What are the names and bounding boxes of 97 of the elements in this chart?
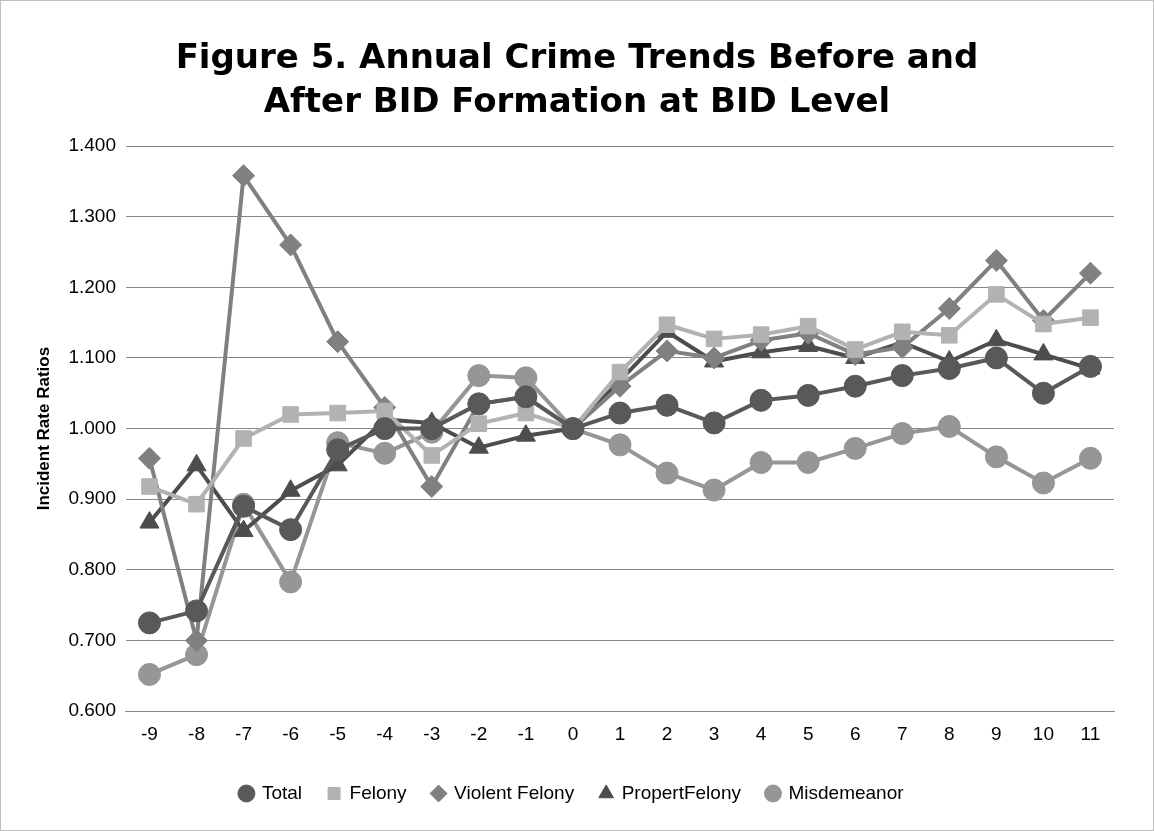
point	[655, 461, 679, 485]
x-tick-label: -8	[188, 722, 205, 744]
point	[752, 326, 770, 343]
point	[373, 417, 397, 441]
x-tick-label: 8	[944, 722, 955, 744]
point	[984, 445, 1008, 469]
point	[235, 430, 252, 447]
point	[232, 164, 256, 188]
x-tick-label: -9	[141, 722, 158, 744]
y-tick-label: 1.300	[68, 204, 116, 226]
point	[984, 248, 1008, 272]
point	[655, 339, 679, 363]
y-axis-title: Incident Rate Ratios	[33, 346, 53, 511]
y-tick-label: 0.900	[68, 487, 116, 509]
point	[1031, 381, 1055, 405]
y-tick-label: 0.600	[68, 699, 116, 721]
x-tick-label: 4	[755, 722, 767, 744]
point	[984, 346, 1008, 370]
x-tick-label: -5	[329, 722, 347, 744]
point	[843, 436, 867, 460]
point	[326, 330, 350, 354]
point	[799, 317, 817, 335]
point	[329, 404, 346, 422]
point	[137, 446, 161, 470]
x-tick-label: 11	[1080, 722, 1101, 744]
point	[1078, 446, 1102, 470]
point	[796, 451, 820, 475]
point	[937, 357, 961, 381]
point	[185, 629, 209, 653]
point	[423, 447, 441, 464]
legend-label: Misdemeanor	[788, 781, 905, 803]
point	[1082, 309, 1099, 326]
point	[846, 341, 864, 358]
x-tick-label: 0	[567, 722, 579, 744]
x-tick-label: 2	[661, 722, 673, 744]
x-tick-label: -7	[235, 722, 253, 744]
legend-label: Felony	[349, 781, 408, 803]
x-tick-label: -4	[376, 722, 394, 744]
point	[279, 233, 303, 257]
y-tick-label: 1.400	[68, 134, 116, 156]
point	[467, 364, 491, 388]
point	[326, 438, 350, 462]
x-tick-label: 3	[708, 722, 720, 744]
point	[937, 297, 961, 320]
y-tick-label: 1.200	[68, 275, 116, 297]
y-tick-label: 1.000	[68, 416, 116, 438]
point	[937, 414, 961, 438]
point	[796, 383, 820, 407]
x-tick-label: 5	[802, 722, 814, 744]
y-tick-label: 1.100	[68, 346, 116, 368]
point	[890, 364, 914, 388]
point	[988, 286, 1005, 303]
legend-label: Total	[261, 781, 303, 803]
point	[141, 478, 158, 495]
point	[185, 599, 209, 623]
point	[705, 330, 723, 348]
x-tick-label: 9	[991, 722, 1002, 744]
point	[376, 402, 393, 420]
point	[279, 570, 303, 594]
point	[1078, 261, 1102, 285]
point	[658, 316, 676, 334]
point	[282, 406, 299, 423]
chart-title: Figure 5. Annual Crime Trends Before and After BID Formation at BID Level	[174, 35, 980, 122]
point	[702, 411, 726, 435]
point	[137, 611, 161, 635]
point	[702, 478, 726, 502]
x-tick-label: -2	[470, 722, 488, 744]
point	[655, 393, 679, 417]
point	[608, 401, 632, 425]
point	[843, 374, 867, 398]
x-tick-label: 1	[614, 722, 626, 744]
x-tick-label: 10	[1032, 722, 1054, 744]
point	[749, 388, 773, 412]
point	[611, 363, 629, 381]
x-tick-label: -1	[517, 722, 535, 744]
point	[514, 366, 538, 390]
point	[890, 422, 914, 446]
x-tick-label: -3	[423, 722, 441, 744]
point	[137, 662, 161, 686]
x-tick-label: 7	[896, 722, 908, 744]
point	[188, 495, 205, 513]
point	[1031, 471, 1055, 495]
point	[470, 415, 488, 432]
point	[749, 451, 773, 475]
y-tick-label: 0.700	[68, 628, 116, 650]
point	[279, 518, 303, 542]
x-tick-label: 6	[849, 722, 861, 744]
point	[1035, 315, 1052, 333]
point	[420, 475, 444, 499]
y-tick-label: 0.800	[68, 558, 116, 580]
legend-label: PropertFelony	[621, 781, 742, 803]
point	[941, 327, 958, 344]
point	[894, 323, 911, 341]
x-tick-label: -6	[282, 722, 300, 744]
point	[373, 441, 397, 465]
legend-label: Violent Felony	[454, 781, 575, 803]
point	[608, 433, 632, 457]
